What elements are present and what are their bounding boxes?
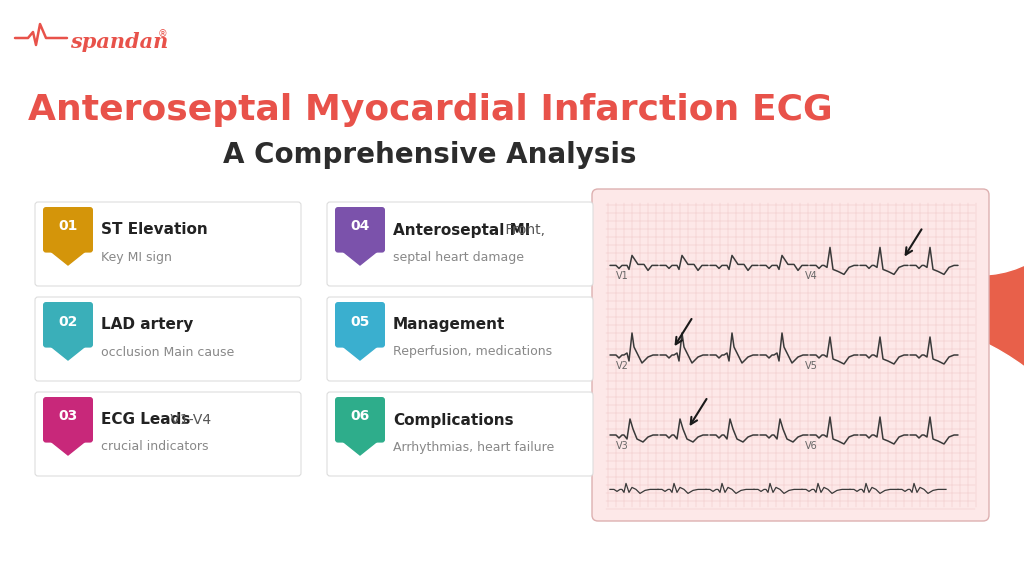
Text: 05: 05 [350,314,370,328]
Polygon shape [338,248,382,265]
Polygon shape [46,342,90,360]
Text: Management: Management [393,317,506,332]
Circle shape [610,316,1024,576]
Text: Front,: Front, [501,223,545,237]
FancyBboxPatch shape [592,189,989,521]
Text: septal heart damage: septal heart damage [393,251,524,263]
Text: 06: 06 [350,410,370,423]
Text: spandan: spandan [70,32,168,52]
Circle shape [894,90,1024,350]
Text: V1-V4: V1-V4 [166,413,211,427]
Text: V5: V5 [805,361,818,371]
Text: ST Elevation: ST Elevation [101,222,208,237]
Polygon shape [338,437,382,455]
Text: occlusion Main cause: occlusion Main cause [101,346,234,358]
Text: ®: ® [158,29,168,39]
FancyBboxPatch shape [35,392,301,476]
Text: Reperfusion, medications: Reperfusion, medications [393,346,552,358]
Text: ECG Leads: ECG Leads [101,412,190,427]
FancyBboxPatch shape [335,397,385,442]
Text: V3: V3 [616,441,629,451]
Text: Complications: Complications [393,412,514,427]
Text: V6: V6 [805,441,818,451]
Text: V4: V4 [805,271,818,282]
FancyBboxPatch shape [335,207,385,253]
Circle shape [874,65,1024,275]
Text: Anteroseptal MI: Anteroseptal MI [393,222,530,237]
Text: Anteroseptal Myocardial Infarction ECG: Anteroseptal Myocardial Infarction ECG [28,93,833,127]
Text: Key MI sign: Key MI sign [101,251,172,263]
Text: 04: 04 [350,219,370,233]
Text: crucial indicators: crucial indicators [101,441,209,453]
Polygon shape [46,437,90,455]
Text: 01: 01 [58,219,78,233]
Text: V1: V1 [616,271,629,282]
Text: 02: 02 [58,314,78,328]
Text: Arrhythmias, heart failure: Arrhythmias, heart failure [393,441,554,453]
Text: LAD artery: LAD artery [101,317,194,332]
Polygon shape [46,248,90,265]
Text: V2: V2 [616,361,629,371]
FancyBboxPatch shape [335,302,385,347]
FancyBboxPatch shape [327,202,593,286]
FancyBboxPatch shape [43,302,93,347]
FancyBboxPatch shape [43,397,93,442]
FancyBboxPatch shape [35,202,301,286]
FancyBboxPatch shape [43,207,93,253]
Circle shape [714,266,1024,576]
FancyBboxPatch shape [35,297,301,381]
FancyBboxPatch shape [327,297,593,381]
FancyBboxPatch shape [327,392,593,476]
Text: 03: 03 [58,410,78,423]
Text: A Comprehensive Analysis: A Comprehensive Analysis [223,141,637,169]
Polygon shape [338,342,382,360]
